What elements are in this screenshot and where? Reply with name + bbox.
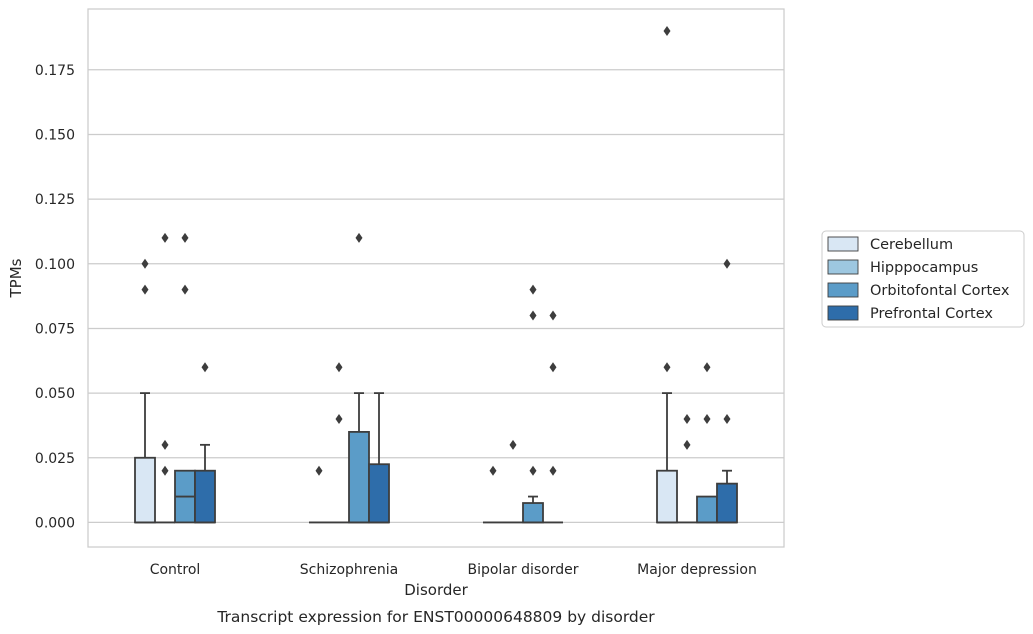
box-body: [656, 469, 678, 524]
y-axis-label: TPMs: [7, 258, 25, 298]
outlier-point: [161, 465, 169, 476]
y-tick-labels: 0.000 0.025 0.050 0.075 0.100 0.125 0.150 0.175: [35, 63, 75, 532]
outlier-point: [161, 439, 169, 450]
outlier-point: [509, 439, 517, 450]
outlier-point: [549, 310, 557, 321]
box-hipppocampus: [503, 439, 523, 524]
outlier-point: [315, 465, 323, 476]
box-prefrontal-cortex: [543, 310, 563, 524]
outlier-point: [683, 413, 691, 424]
box-hipppocampus: [677, 413, 697, 524]
x-axis-label: Disorder: [404, 581, 468, 599]
outlier-point: [723, 258, 731, 269]
y-tick-label: 0.175: [35, 63, 75, 79]
box-orbitofontal-cortex: [174, 232, 196, 524]
y-tick-label: 0.075: [35, 321, 75, 337]
legend-swatch: [827, 236, 859, 252]
outlier-point: [335, 362, 343, 373]
box-body: [696, 495, 718, 524]
x-tick-label: Schizophrenia: [300, 562, 398, 578]
outlier-point: [703, 362, 711, 373]
box-orbitofontal-cortex: [696, 362, 718, 524]
outlier-point: [529, 465, 537, 476]
x-tick-label: Major depression: [637, 562, 757, 578]
outlier-point: [161, 232, 169, 243]
y-tick-label: 0.100: [35, 257, 75, 273]
chart-caption: Transcript expression for ENST0000064880…: [216, 608, 655, 626]
plot-area: [87, 8, 785, 548]
box-body: [522, 502, 544, 524]
outlier-point: [181, 232, 189, 243]
y-tick-label: 0.000: [35, 515, 75, 531]
x-tick-label: Bipolar disorder: [467, 562, 578, 578]
y-tick-label: 0.025: [35, 451, 75, 467]
box-series: [134, 25, 738, 524]
legend-swatch: [827, 282, 859, 298]
outlier-point: [723, 413, 731, 424]
y-tick-label: 0.150: [35, 127, 75, 143]
outlier-point: [663, 25, 671, 36]
box-body: [194, 469, 216, 524]
box-hipppocampus: [155, 232, 175, 524]
box-prefrontal-cortex: [194, 362, 216, 524]
box-cerebellum: [134, 258, 156, 524]
x-tick-labels: Control Schizophrenia Bipolar disorder Majo…: [150, 562, 757, 578]
legend-label: Orbitofontal Cortex: [870, 283, 1010, 299]
box-cerebellum: [309, 465, 329, 524]
legend-label: Prefrontal Cortex: [870, 306, 993, 322]
box-orbitofontal-cortex: [522, 284, 544, 524]
outlier-point: [549, 362, 557, 373]
outlier-point: [201, 362, 209, 373]
outlier-point: [141, 284, 149, 295]
box-cerebellum: [483, 465, 503, 524]
y-tick-label: 0.050: [35, 386, 75, 402]
legend-label: Hipppocampus: [870, 260, 978, 276]
box-body: [716, 482, 738, 524]
legend-swatch: [827, 259, 859, 275]
outlier-point: [141, 258, 149, 269]
box-hipppocampus: [329, 362, 349, 524]
x-tick-label: Control: [150, 562, 201, 578]
legend-swatch: [827, 305, 859, 321]
outlier-point: [529, 310, 537, 321]
y-tick-label: 0.125: [35, 192, 75, 208]
legend: Cerebellum Hipppocampus Orbitofontal Corte…: [821, 230, 1025, 328]
outlier-point: [529, 284, 537, 295]
box-prefrontal-cortex: [368, 392, 390, 524]
outlier-point: [181, 284, 189, 295]
outlier-point: [335, 413, 343, 424]
box-body: [134, 456, 156, 524]
box-body: [368, 463, 390, 524]
outlier-point: [683, 439, 691, 450]
box-prefrontal-cortex: [716, 258, 738, 524]
legend-label: Cerebellum: [870, 237, 953, 253]
box-cerebellum: [656, 25, 678, 524]
outlier-point: [489, 465, 497, 476]
outlier-point: [663, 362, 671, 373]
legend-frame: [821, 230, 1025, 328]
outlier-point: [355, 232, 363, 243]
box-body: [348, 430, 370, 524]
outlier-point: [703, 413, 711, 424]
grid-lines: [88, 69, 784, 524]
outlier-point: [549, 465, 557, 476]
